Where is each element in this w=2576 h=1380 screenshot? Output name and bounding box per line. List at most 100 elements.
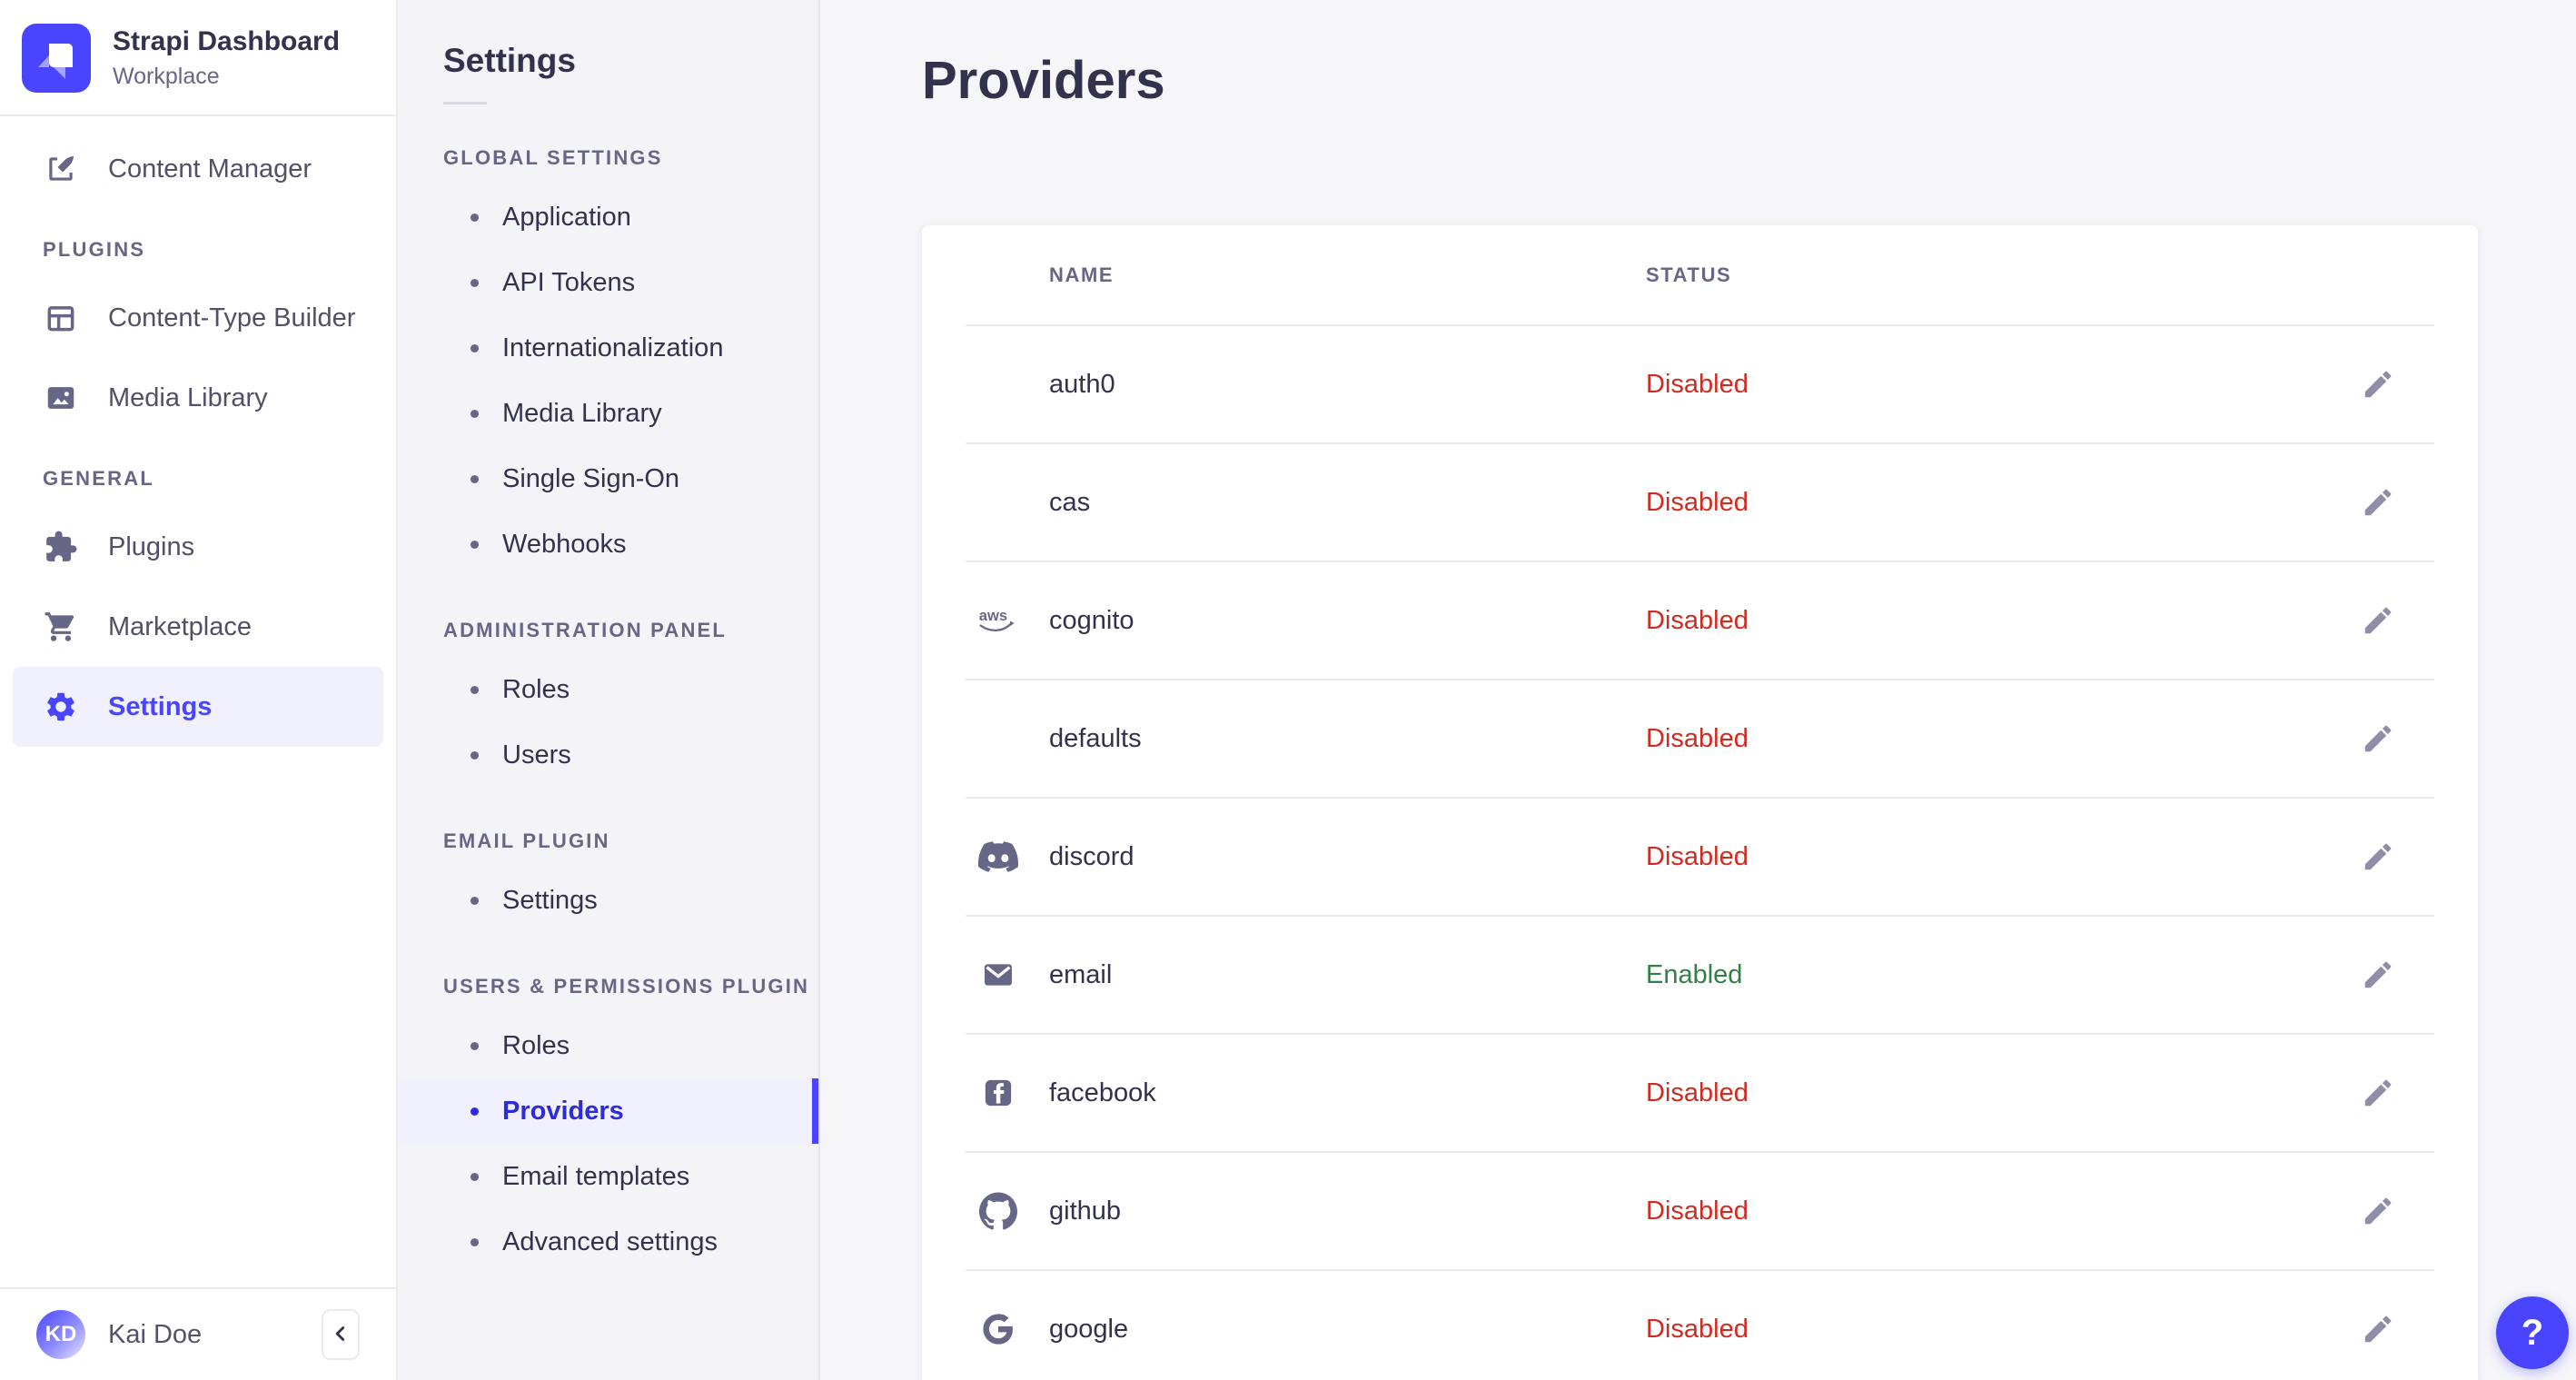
submenu-item-api-tokens[interactable]: API Tokens <box>398 250 818 315</box>
table-row-github[interactable]: github Disabled <box>922 1151 2478 1270</box>
bullet-icon <box>471 685 479 694</box>
status-badge: Disabled <box>1646 369 1749 399</box>
submenu-item-email-settings[interactable]: Settings <box>398 868 818 933</box>
strapi-logo <box>22 24 91 93</box>
submenu-item-webhooks[interactable]: Webhooks <box>398 511 818 577</box>
provider-name: google <box>1049 1314 1129 1344</box>
provider-name: cognito <box>1049 605 1134 635</box>
collapse-sidebar-button[interactable] <box>322 1309 360 1360</box>
submenu-item-application[interactable]: Application <box>398 184 818 250</box>
table-header: NAME STATUS <box>922 225 2478 325</box>
help-button[interactable]: ? <box>2496 1296 2569 1369</box>
provider-name: defaults <box>1049 723 1142 753</box>
aws-icon: aws <box>976 605 1020 636</box>
submenu-item-label: Users <box>502 740 571 769</box>
sidebar-item-content-manager[interactable]: Content Manager <box>13 129 383 209</box>
table-row-cognito[interactable]: aws cognito Disabled <box>922 561 2478 680</box>
bullet-icon <box>471 1041 479 1050</box>
edit-provider-button[interactable] <box>2358 601 2398 640</box>
bullet-icon <box>471 278 479 287</box>
sidebar-item-label: Plugins <box>108 531 195 561</box>
submenu-item-label: Roles <box>502 674 570 704</box>
edit-provider-button[interactable] <box>2358 719 2398 759</box>
submenu-item-label: Email templates <box>502 1161 690 1191</box>
edit-provider-button[interactable] <box>2358 364 2398 404</box>
workspace-name: Workplace <box>113 64 220 89</box>
content-manager-icon <box>43 151 79 187</box>
bullet-icon <box>471 750 479 759</box>
main-content: Providers NAME STATUS auth0 Disabled cas… <box>820 0 2576 1380</box>
submenu-item-admin-users[interactable]: Users <box>398 722 818 788</box>
table-row-auth0[interactable]: auth0 Disabled <box>922 324 2478 443</box>
google-icon <box>976 1310 1020 1348</box>
sidebar-item-media-library[interactable]: Media Library <box>13 358 383 438</box>
edit-provider-button[interactable] <box>2358 837 2398 877</box>
submenu-item-up-roles[interactable]: Roles <box>398 1013 818 1078</box>
edit-provider-button[interactable] <box>2358 482 2398 522</box>
table-row-facebook[interactable]: facebook Disabled <box>922 1033 2478 1152</box>
status-badge: Disabled <box>1646 487 1749 517</box>
sidebar-item-plugins[interactable]: Plugins <box>13 507 383 587</box>
puzzle-icon <box>43 529 79 565</box>
bullet-icon <box>471 213 479 222</box>
submenu-item-admin-roles[interactable]: Roles <box>398 657 818 722</box>
submenu-item-single-sign-on[interactable]: Single Sign-On <box>398 446 818 511</box>
table-row-discord[interactable]: discord Disabled <box>922 797 2478 916</box>
avatar: KD <box>36 1310 85 1359</box>
submenu-item-email-templates[interactable]: Email templates <box>398 1144 818 1209</box>
column-header-name: NAME <box>1049 263 1115 286</box>
sidebar-item-settings[interactable]: Settings <box>13 667 383 747</box>
status-badge: Disabled <box>1646 841 1749 871</box>
status-badge: Disabled <box>1646 605 1749 635</box>
edit-provider-button[interactable] <box>2358 1073 2398 1113</box>
provider-name: auth0 <box>1049 369 1115 399</box>
status-badge: Disabled <box>1646 723 1749 753</box>
submenu-item-label: Advanced settings <box>502 1226 718 1256</box>
providers-table: NAME STATUS auth0 Disabled cas Disabled <box>922 225 2478 1380</box>
discord-icon <box>976 837 1020 877</box>
bullet-icon <box>471 409 479 418</box>
envelope-icon <box>976 957 1020 993</box>
status-badge: Disabled <box>1646 1196 1749 1226</box>
sidebar-user-bar: KD Kai Doe <box>0 1287 396 1380</box>
submenu-item-advanced-settings[interactable]: Advanced settings <box>398 1209 818 1275</box>
submenu-item-label: Providers <box>502 1096 624 1126</box>
sidebar-nav: Content Manager PLUGINS Content-Type Bui… <box>0 116 396 747</box>
table-row-google[interactable]: google Disabled <box>922 1269 2478 1380</box>
media-library-icon <box>43 380 79 416</box>
submenu-item-providers[interactable]: Providers <box>398 1078 818 1144</box>
submenu-item-media-library[interactable]: Media Library <box>398 381 818 446</box>
sidebar-item-content-type-builder[interactable]: Content-Type Builder <box>13 278 383 358</box>
provider-name: discord <box>1049 841 1134 871</box>
provider-name: github <box>1049 1196 1122 1226</box>
table-row-email[interactable]: email Enabled <box>922 915 2478 1034</box>
sidebar-item-label: Media Library <box>108 382 268 412</box>
submenu-item-label: Media Library <box>502 398 662 428</box>
provider-name: email <box>1049 959 1113 989</box>
edit-provider-button[interactable] <box>2358 1309 2398 1349</box>
status-badge: Enabled <box>1646 959 1743 989</box>
submenu-item-label: Application <box>502 202 631 232</box>
table-row-defaults[interactable]: defaults Disabled <box>922 679 2478 798</box>
edit-provider-button[interactable] <box>2358 1191 2398 1231</box>
gear-icon <box>43 689 79 725</box>
title-divider <box>443 102 487 104</box>
bullet-icon <box>471 474 479 483</box>
cart-icon <box>43 609 79 645</box>
submenu-item-label: Webhooks <box>502 529 627 559</box>
status-badge: Disabled <box>1646 1314 1749 1344</box>
submenu-item-label: Single Sign-On <box>502 463 680 493</box>
user-name: Kai Doe <box>108 1319 203 1349</box>
main-sidebar: Strapi Dashboard Workplace Content Manag… <box>0 0 398 1380</box>
bullet-icon <box>471 1237 479 1246</box>
table-row-cas[interactable]: cas Disabled <box>922 442 2478 561</box>
bullet-icon <box>471 1172 479 1181</box>
sidebar-item-label: Content-Type Builder <box>108 303 356 333</box>
bullet-icon <box>471 1107 479 1116</box>
sidebar-section-general: GENERAL <box>43 467 154 490</box>
submenu-item-internationalization[interactable]: Internationalization <box>398 315 818 381</box>
edit-provider-button[interactable] <box>2358 955 2398 995</box>
sidebar-item-label: Marketplace <box>108 611 252 641</box>
settings-submenu: Settings GLOBAL SETTINGS Application API… <box>398 0 820 1380</box>
sidebar-item-marketplace[interactable]: Marketplace <box>13 587 383 667</box>
